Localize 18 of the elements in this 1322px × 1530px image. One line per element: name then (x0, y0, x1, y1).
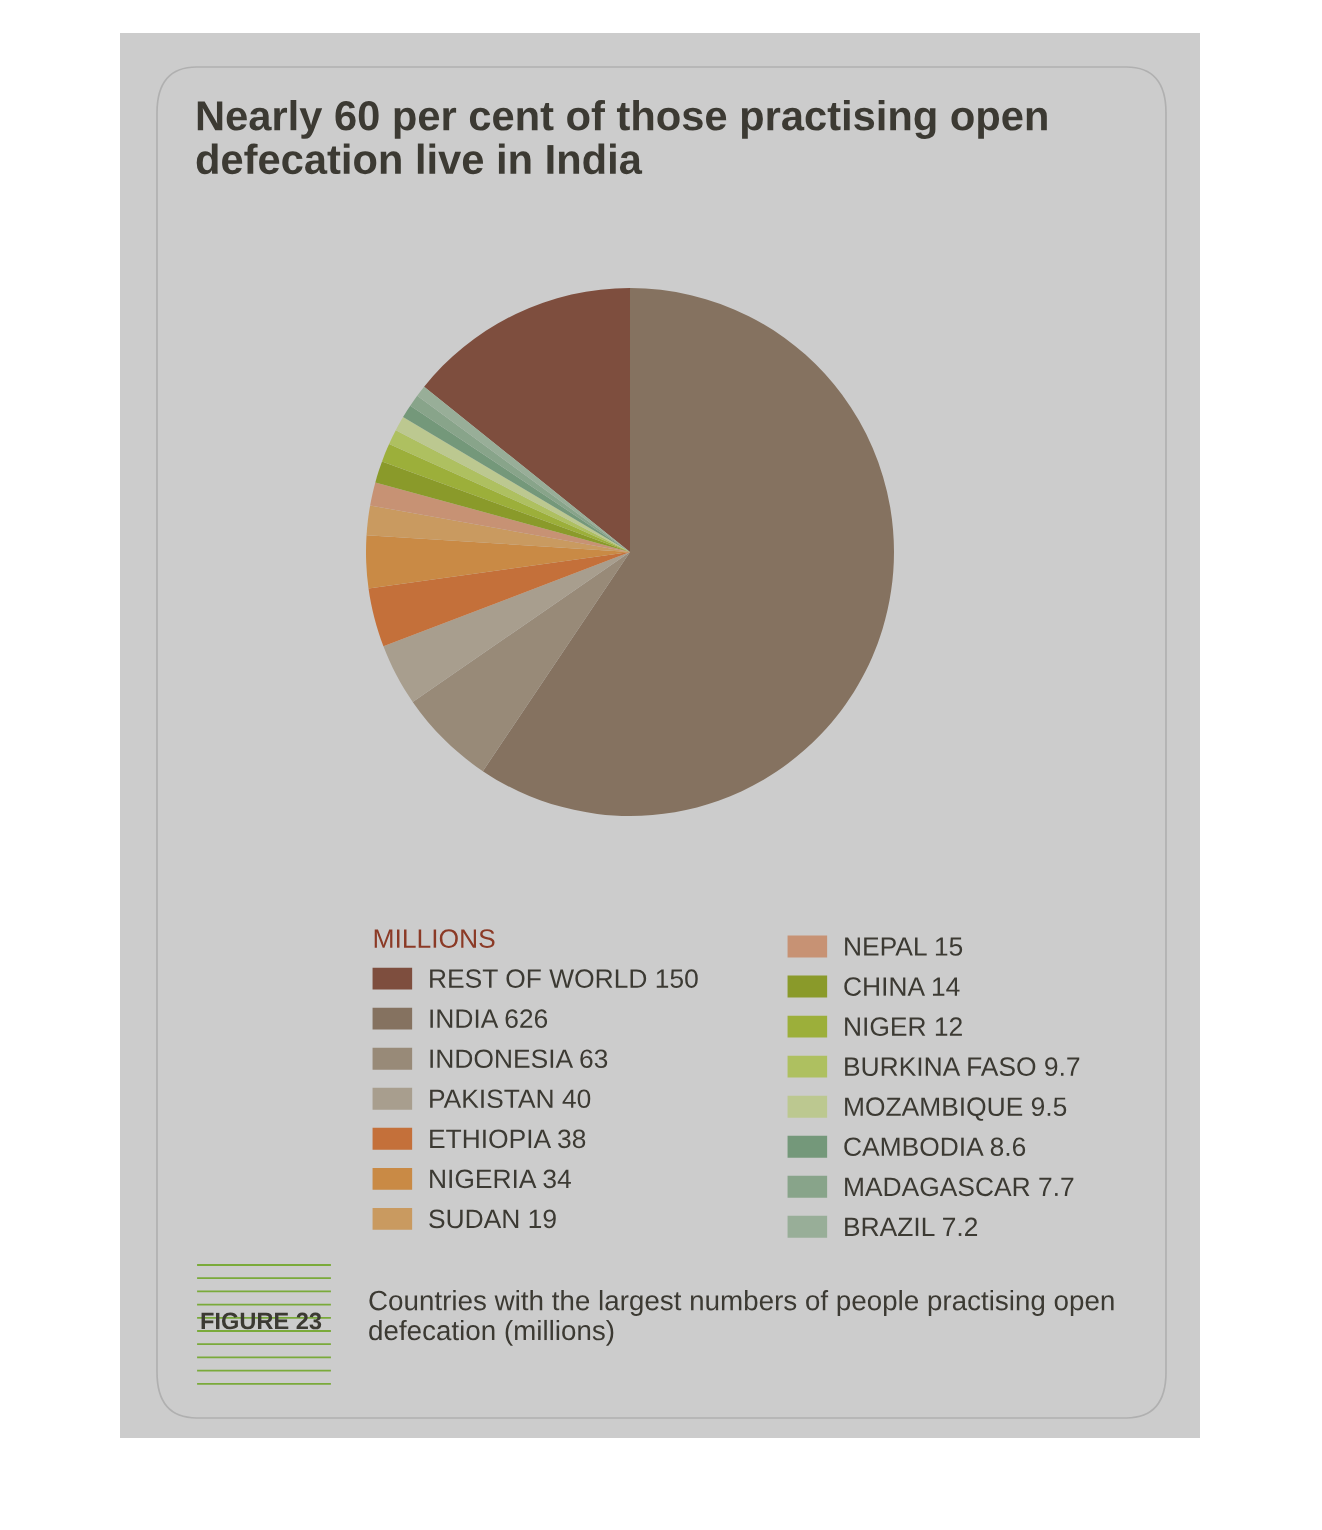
legend-label: SUDAN 19 (429, 1209, 556, 1229)
chart-title: Nearly 60 per cent of those practising open defecation live in India (196, 100, 1047, 175)
legend-label: NIGER 12 (845, 1017, 962, 1036)
legend-label: BURKINA FASO 9.7 (845, 1057, 1080, 1077)
legend-label: NEPAL 15 (845, 937, 963, 956)
legend-label: REST OF WORLD 150 (430, 969, 698, 988)
legend-label: PAKISTAN 40 (430, 1089, 591, 1109)
legend-label: INDIA 626 (430, 1009, 548, 1029)
text: Countries with the largest numbers of people practising open defecation (millions) (369, 1290, 1114, 1346)
legend-title: MILLIONS (374, 929, 495, 948)
legend-label: CAMBODIA 8.6 (844, 1137, 1026, 1157)
legend-label: CHINA 14 (844, 977, 960, 996)
legend-label: MADAGASCAR 7.7 (845, 1177, 1074, 1197)
legend-label: BRAZIL 7.2 (845, 1217, 978, 1236)
legend-label: MOZAMBIQUE 9.5 (845, 1097, 1067, 1121)
legend-label: NIGERIA 34 (430, 1169, 571, 1189)
legend-label: ETHIOPIA 38 (430, 1129, 586, 1149)
legend-label: INDONESIA 63 (430, 1049, 608, 1069)
